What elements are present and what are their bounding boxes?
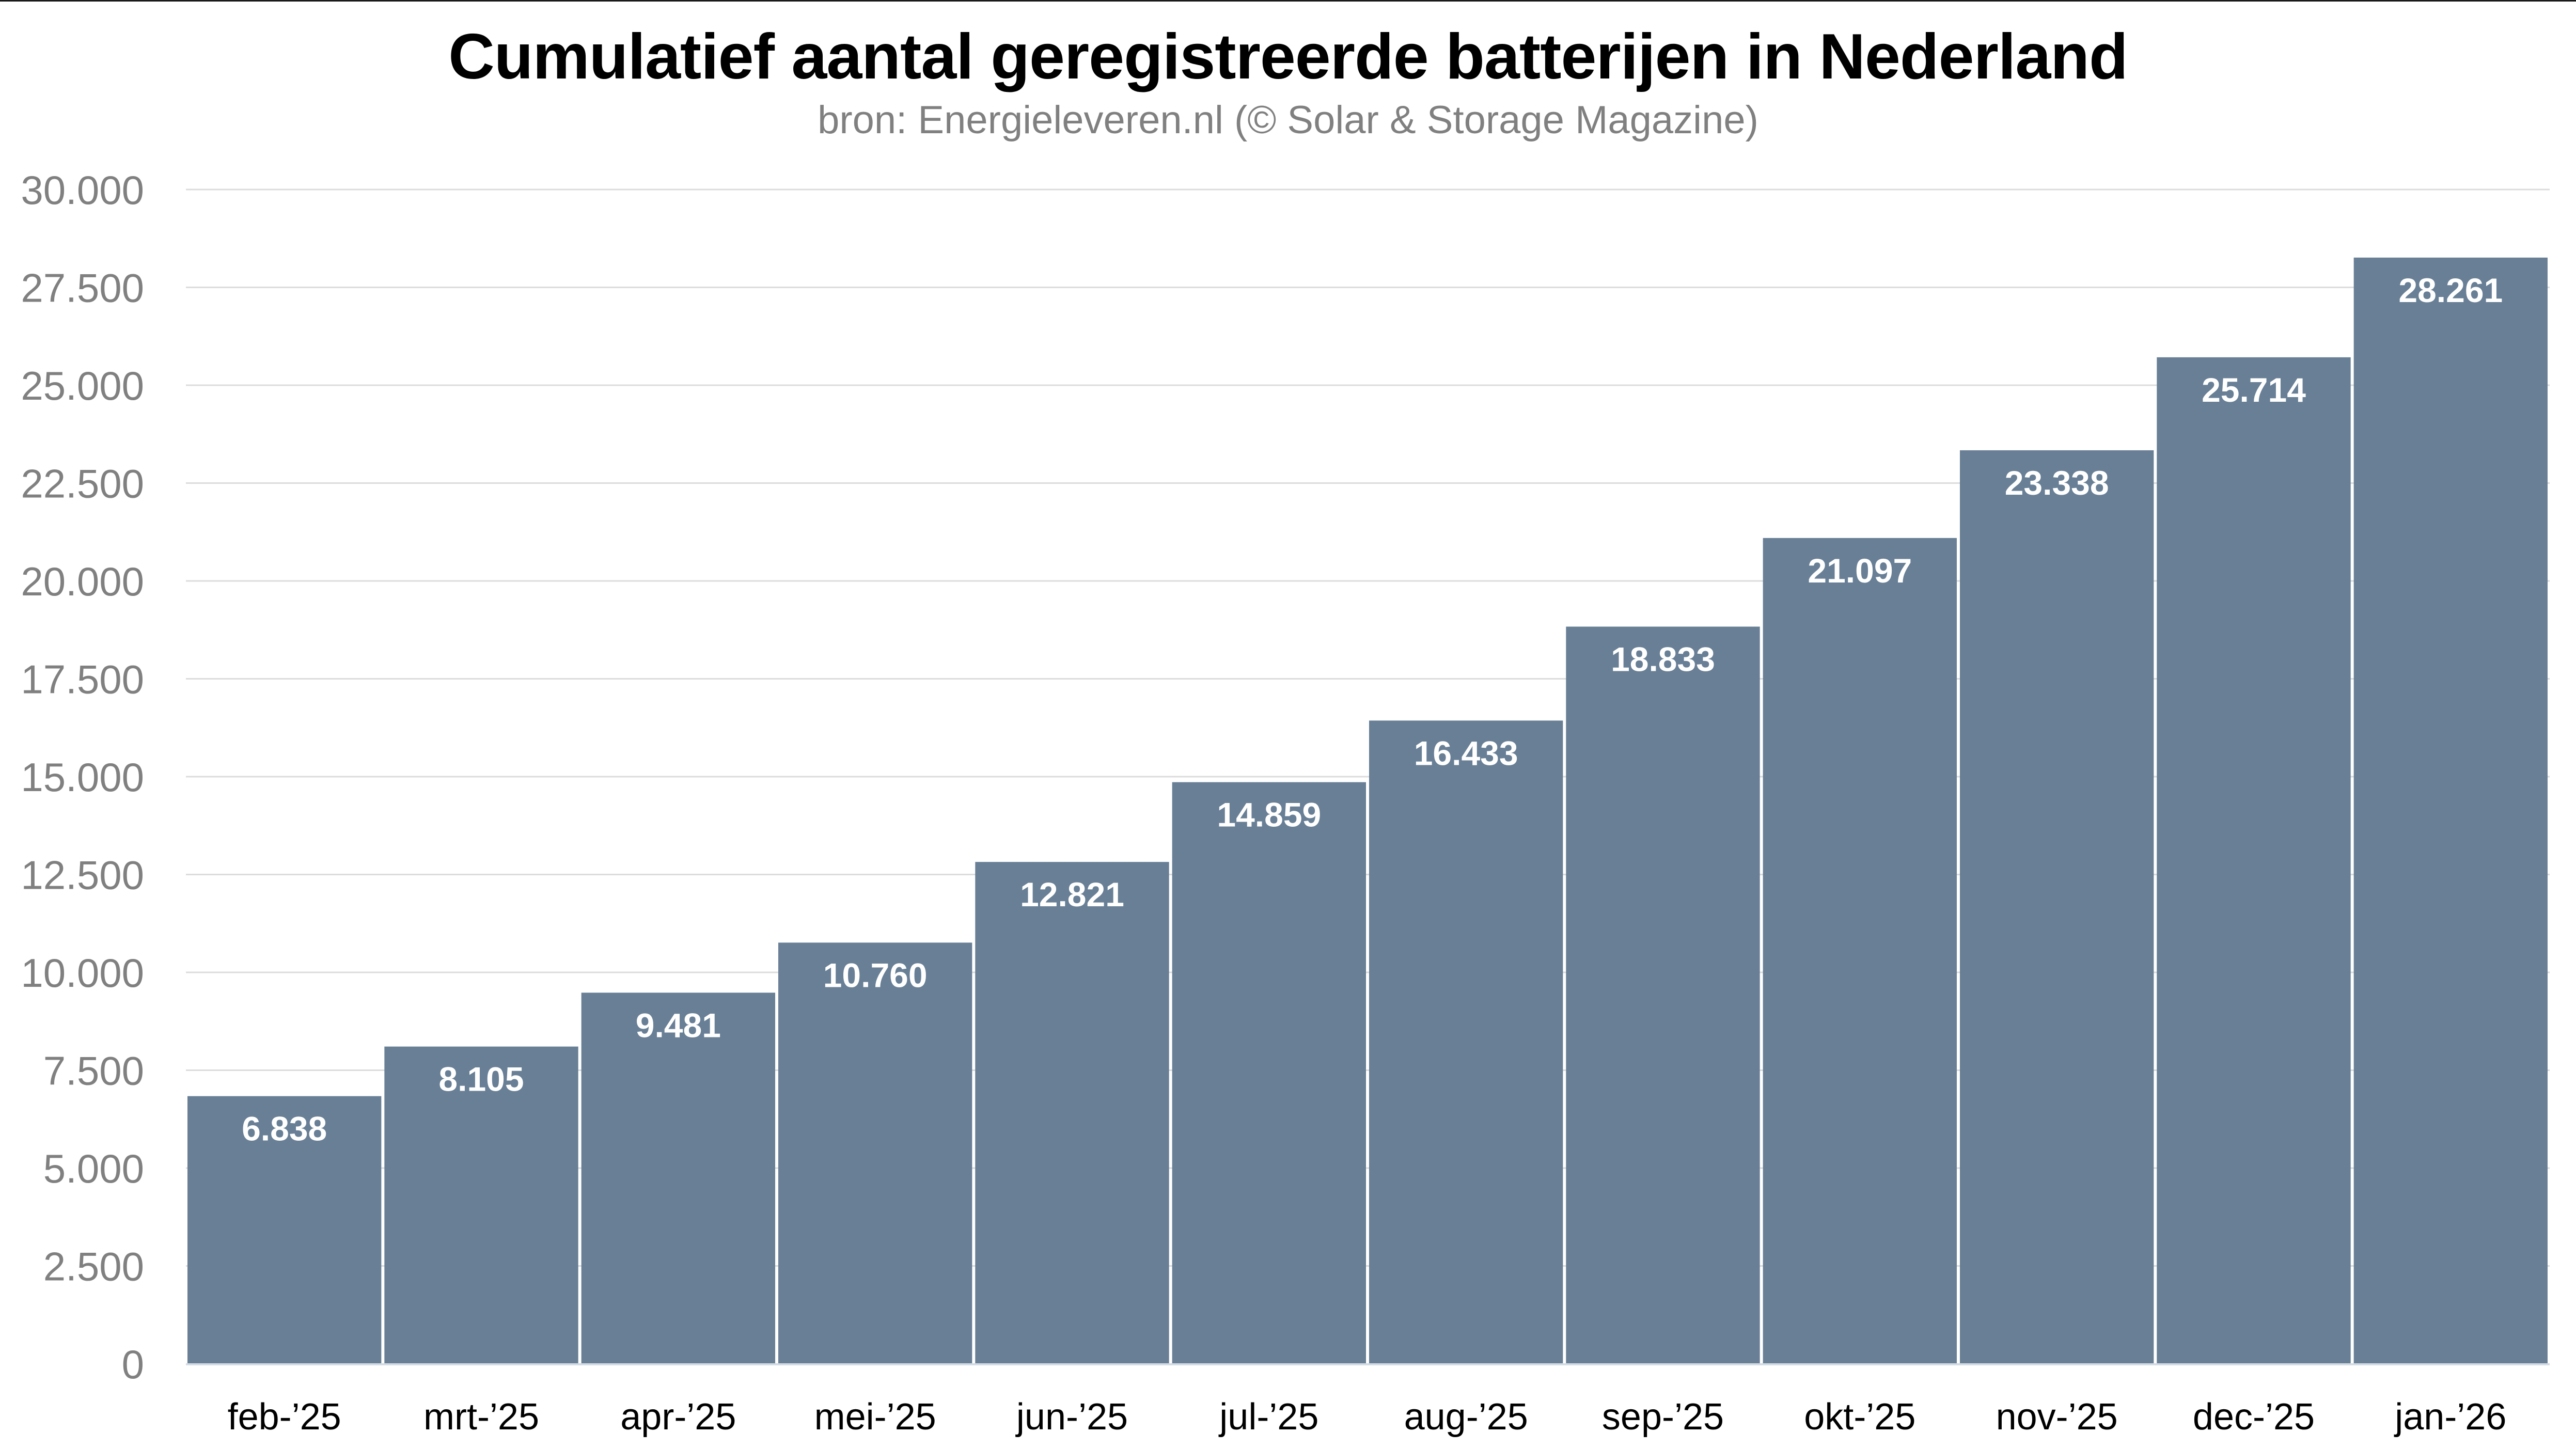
value-label: 18.833 [1611, 640, 1715, 678]
value-label: 14.859 [1217, 796, 1321, 834]
value-label: 10.760 [823, 956, 928, 994]
bar [2353, 257, 2548, 1364]
top-border [0, 0, 2576, 2]
y-tick-label: 5.000 [43, 1146, 144, 1191]
bar [1763, 538, 1957, 1364]
x-tick-label: okt-’25 [1804, 1396, 1915, 1438]
y-tick-label: 27.500 [21, 265, 144, 311]
chart-title: Cumulatief aantal geregistreerde batteri… [448, 21, 2128, 92]
y-tick-label: 7.500 [43, 1048, 144, 1094]
x-tick-label: feb-’25 [228, 1396, 341, 1438]
y-tick-label: 22.500 [21, 461, 144, 507]
x-tick-label: dec-’25 [2193, 1396, 2315, 1438]
x-tick-label: jul-’25 [1218, 1396, 1318, 1438]
x-tick-label: nov-’25 [1996, 1396, 2118, 1438]
bar [1172, 782, 1366, 1364]
y-tick-label: 30.000 [21, 167, 144, 213]
value-label: 9.481 [636, 1006, 721, 1044]
gridlines [186, 188, 2550, 1267]
x-axis-labels: feb-’25 mrt-’25 apr-’25 mei-’25 jun-’25 jul-’… [228, 1396, 2507, 1438]
value-label: 25.714 [2202, 371, 2306, 409]
x-tick-label: mei-’25 [814, 1396, 936, 1438]
y-tick-label: 15.000 [21, 754, 144, 800]
bar [1566, 626, 1760, 1364]
bar [581, 993, 775, 1364]
bar [975, 862, 1169, 1364]
y-tick-label: 25.000 [21, 363, 144, 408]
bar [187, 1096, 382, 1364]
bar [1960, 450, 2154, 1364]
value-labels: 6.838 8.105 9.481 10.760 12.821 14.859 16.433 1… [242, 271, 2503, 1148]
value-label: 23.338 [2005, 464, 2109, 502]
y-tick-label: 0 [122, 1342, 144, 1387]
value-label: 21.097 [1808, 552, 1912, 590]
bar [778, 942, 972, 1364]
x-tick-label: apr-’25 [620, 1396, 736, 1438]
value-label: 8.105 [438, 1060, 524, 1098]
x-tick-label: mrt-’25 [423, 1396, 539, 1438]
value-label: 12.821 [1020, 875, 1124, 914]
y-tick-label: 10.000 [21, 950, 144, 996]
value-label: 16.433 [1414, 734, 1518, 772]
y-tick-label: 12.500 [21, 853, 144, 898]
x-tick-label: aug-’25 [1404, 1396, 1528, 1438]
bar [384, 1046, 578, 1364]
bar [1369, 720, 1563, 1364]
value-label: 28.261 [2398, 271, 2503, 309]
x-tick-label: jan-’26 [2394, 1396, 2506, 1438]
y-axis-labels: 0 2.500 5.000 7.500 10.000 12.500 15.000 17.500… [21, 167, 144, 1387]
bar [2157, 357, 2351, 1364]
y-tick-label: 20.000 [21, 559, 144, 604]
bars [187, 257, 2548, 1364]
x-tick-label: jun-’25 [1015, 1396, 1128, 1438]
x-tick-label: sep-’25 [1602, 1396, 1724, 1438]
y-tick-label: 17.500 [21, 657, 144, 702]
y-tick-label: 2.500 [43, 1244, 144, 1289]
chart-subtitle: bron: Energieleveren.nl (© Solar & Stora… [818, 98, 1758, 142]
value-label: 6.838 [242, 1110, 327, 1148]
